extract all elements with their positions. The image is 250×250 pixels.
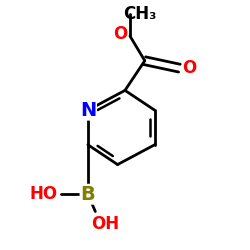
Text: N: N [80, 101, 96, 120]
Text: HO: HO [29, 185, 58, 203]
Text: CH₃: CH₃ [123, 5, 156, 23]
Text: O: O [182, 59, 196, 77]
Text: OH: OH [91, 215, 119, 233]
Text: B: B [80, 185, 95, 204]
Text: O: O [113, 24, 127, 42]
